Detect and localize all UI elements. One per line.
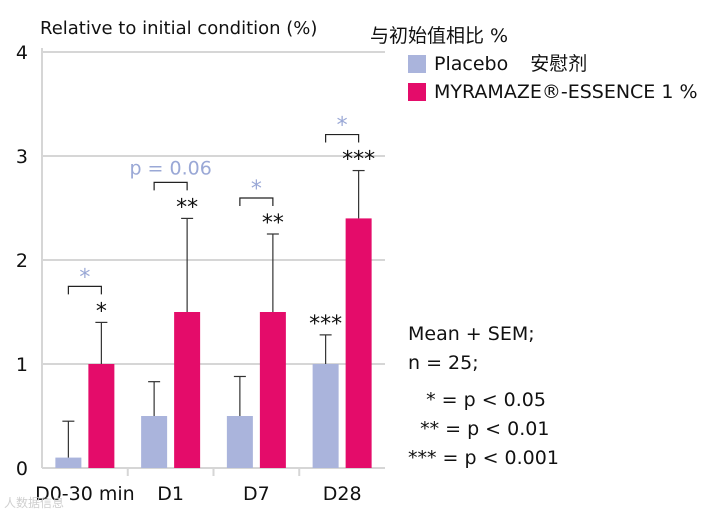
stats-line-n: n = 25; [408, 352, 479, 374]
legend-label-placebo: Placebo [434, 53, 509, 75]
comparison-bracket [239, 197, 274, 206]
bar-myramaze-2 [259, 312, 286, 468]
y-axis-title-zh: 与初始值相比 % [370, 25, 508, 47]
y-axis-title: Relative to initial condition (%) [40, 18, 317, 39]
comparison-label: * [337, 114, 348, 139]
stats-line-p001: *** = p < 0.001 [408, 447, 559, 469]
y-tick-label: 3 [16, 146, 28, 168]
comparison-bracket [67, 285, 102, 295]
y-tick-label: 4 [16, 42, 28, 64]
x-tick-label: D28 [323, 483, 362, 505]
x-tick-label: D0-30 min [35, 483, 135, 505]
y-tick-label: 1 [16, 354, 28, 376]
legend-swatch-myramaze [408, 83, 426, 101]
stats-notes: Mean + SEM; n = 25; * = p < 0.05 ** = p … [408, 320, 559, 473]
legend: Placebo 安慰剂 MYRAMAZE®-ESSENCE 1 % [408, 50, 698, 106]
y-tick-label: 0 [16, 458, 28, 480]
bar-myramaze-0 [88, 364, 115, 468]
bar-myramaze-1 [174, 312, 201, 468]
comparison-bracket [153, 181, 188, 191]
stats-line-mean: Mean + SEM; [408, 323, 535, 345]
bar-myramaze-3 [345, 218, 372, 468]
comparison-label: * [79, 265, 90, 290]
significance-label: *** [309, 312, 342, 337]
x-tick-label: D7 [243, 483, 270, 505]
legend-label-placebo-zh: 安慰剂 [530, 53, 588, 75]
significance-label: ** [262, 211, 284, 236]
stats-line-p01: ** = p < 0.01 [408, 418, 550, 440]
bar-placebo-2 [226, 416, 253, 468]
x-tick-label: D1 [157, 483, 184, 505]
significance-label: * [96, 299, 107, 324]
comparison-label: * [251, 177, 262, 202]
significance-label: ** [176, 195, 198, 220]
legend-label-myramaze: MYRAMAZE®-ESSENCE 1 % [434, 81, 698, 103]
legend-item-placebo: Placebo 安慰剂 [408, 50, 698, 78]
stats-line-p05: * = p < 0.05 [408, 389, 546, 411]
legend-item-myramaze: MYRAMAZE®-ESSENCE 1 % [408, 78, 698, 106]
comparison-bracket [325, 133, 360, 143]
bar-placebo-1 [141, 416, 168, 468]
comparison-label: p = 0.06 [129, 157, 211, 179]
significance-label: *** [342, 148, 375, 173]
bar-placebo-0 [55, 457, 82, 468]
bar-placebo-3 [312, 364, 339, 468]
legend-swatch-placebo [408, 55, 426, 73]
watermark: 人数据信息 [4, 496, 65, 510]
y-tick-label: 2 [16, 250, 28, 272]
